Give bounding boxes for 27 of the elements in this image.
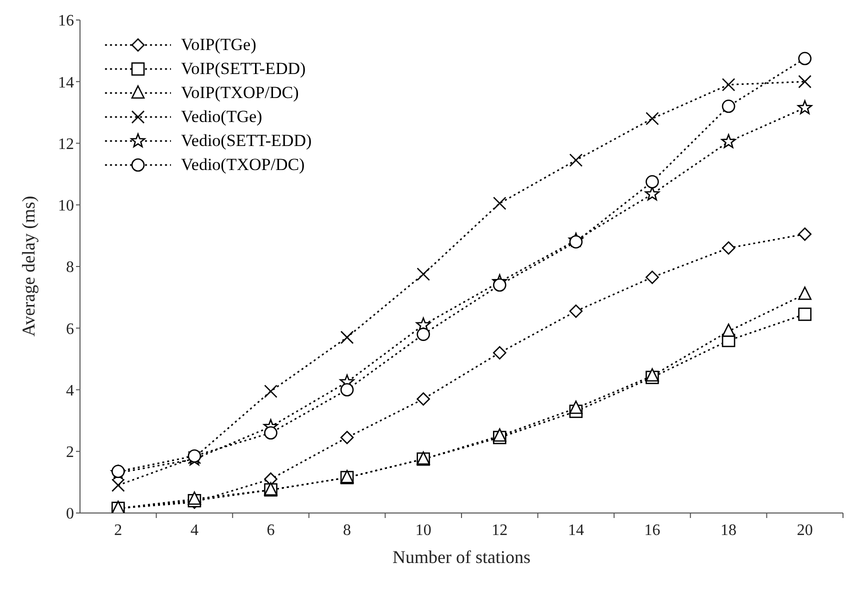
x-tick-label: 14 — [568, 522, 584, 539]
x-tick-label: 12 — [492, 522, 508, 539]
x-tick-label: 18 — [720, 522, 737, 539]
legend-label: VoIP(TXOP/DC) — [181, 83, 299, 103]
y-tick-label: 14 — [58, 74, 74, 92]
y-axis-title: Average delay (ms) — [18, 196, 38, 336]
x-tick-label: 20 — [796, 522, 813, 539]
x-tick-label: 8 — [343, 522, 352, 539]
legend-label: Vedio(TGe) — [181, 107, 262, 127]
y-tick-label: 0 — [66, 506, 74, 523]
y-tick-label: 4 — [66, 382, 74, 400]
legend-label: Vedio(SETT-EDD) — [181, 131, 312, 151]
legend-label: VoIP(TGe) — [181, 35, 256, 55]
legend-label: VoIP(SETT-EDD) — [181, 59, 306, 79]
y-tick-label: 12 — [58, 136, 74, 153]
x-tick-label: 4 — [190, 522, 198, 539]
y-tick-label: 16 — [58, 12, 74, 30]
x-tick-label: 6 — [266, 522, 275, 539]
y-tick-label: 8 — [66, 259, 74, 276]
x-axis-title: Number of stations — [392, 547, 530, 567]
y-tick-label: 2 — [66, 444, 74, 462]
x-tick-label: 16 — [644, 522, 660, 539]
x-tick-label: 2 — [114, 522, 122, 539]
x-tick-label: 10 — [415, 522, 432, 539]
legend-label: Vedio(TXOP/DC) — [181, 155, 305, 175]
y-tick-label: 10 — [58, 198, 74, 215]
y-tick-label: 6 — [66, 320, 74, 338]
